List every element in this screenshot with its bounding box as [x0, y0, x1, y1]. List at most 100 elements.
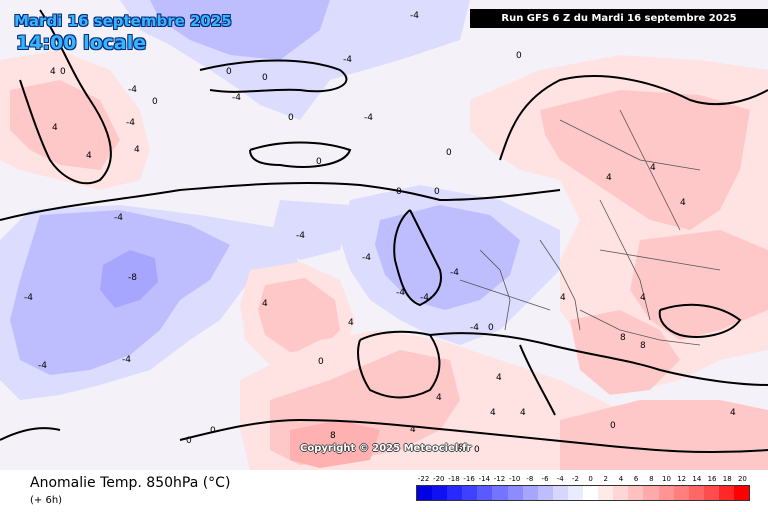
contour-label: 4: [496, 373, 502, 383]
color-scale-tick-label: 6: [633, 475, 639, 483]
color-scale-ticks: -22 -20 -18 -16 -14 -12 -10 -8 -6 -4 -2 0 2 4 6 8 10 12 14…: [416, 475, 750, 485]
color-scale-swatch: [673, 486, 689, 500]
color-scale-tick-label: 14: [692, 475, 702, 483]
contour-label: 4: [650, 163, 656, 173]
contour-label: 8: [330, 431, 336, 441]
country-borders: [459, 109, 721, 346]
coastline-med-north: [429, 332, 768, 386]
warm-anomaly-areas: [0, 50, 768, 470]
contour-label: 0: [488, 323, 494, 333]
color-scale-tick-label: -12: [493, 475, 506, 483]
cold-area-north-sea-core: [375, 205, 520, 310]
color-scale-swatch: [432, 486, 448, 500]
cold-area-greenland-north: [150, 0, 330, 60]
color-scale-tick-label: 0: [588, 475, 593, 483]
cold-area-central-atlantic: [270, 200, 350, 260]
warm-area-africa-core: [290, 420, 380, 468]
cold-anomaly-areas: [0, 0, 560, 400]
coastline-scandinavia: [499, 75, 768, 161]
contour-label: -4: [232, 93, 241, 103]
color-scale-tick-label: 2: [603, 475, 608, 483]
contour-label: 8: [640, 341, 646, 351]
color-scale-swatch: [417, 486, 433, 500]
contour-label: 4: [680, 198, 686, 208]
contour-label: 0: [152, 97, 158, 107]
contour-label: 4: [520, 408, 526, 418]
color-scale-tick-label: -2: [571, 475, 579, 483]
forecast-offset: (+ 6h): [30, 495, 63, 506]
coastline-greenland: [19, 9, 112, 185]
color-scale-tick-label: -8: [526, 475, 534, 483]
contour-label: 8: [458, 443, 464, 453]
color-scale-swatch: [643, 486, 659, 500]
contour-label: 4: [560, 293, 566, 303]
contour-label: 0: [474, 445, 480, 455]
color-scale-swatch: [688, 486, 704, 500]
color-scale-swatch: [658, 486, 674, 500]
color-scale-tick-label: 16: [707, 475, 717, 483]
color-scale-tick-label: -4: [556, 475, 564, 483]
contour-label: -4: [343, 55, 352, 65]
color-scale-tick-label: -6: [541, 475, 549, 483]
contour-label: 0: [434, 187, 440, 197]
contour-label: -4: [122, 355, 131, 365]
color-scale-swatch: [583, 486, 599, 500]
color-scale-swatches: [416, 485, 750, 501]
copyright-notice: Copyright © 2025 Meteociel.fr: [300, 443, 472, 454]
contour-label: -4: [24, 293, 33, 303]
coastline-iberia: [357, 330, 441, 399]
contour-label: 0: [396, 187, 402, 197]
contour-label: -4: [16, 15, 25, 25]
contour-label: 8: [620, 333, 626, 343]
contour-label: 0: [516, 51, 522, 61]
map-title: Anomalie Temp. 850hPa (°C): [30, 475, 231, 491]
contour-label: -4: [296, 231, 305, 241]
coastlines: [0, 9, 768, 454]
contour-label: -8: [128, 273, 137, 283]
contour-labels: -8 -4 -4 -4 -4 -4 -4 -4 -4 -4 -4 -4 -4 -4 -4 -4 -4 -4 0 0 0 0…: [16, 11, 736, 455]
color-scale-swatch: [507, 486, 523, 500]
coastline-uk: [393, 209, 442, 307]
contour-label: -4: [410, 11, 419, 21]
contour-label: -4: [364, 113, 373, 123]
color-scale-swatch: [628, 486, 644, 500]
color-scale-tick-label: -22: [417, 475, 430, 483]
color-scale-swatch: [537, 486, 553, 500]
forecast-date: Mardi 16 septembre 2025: [14, 12, 232, 30]
contour-label: -4: [470, 323, 479, 333]
contour-label: 0: [226, 67, 232, 77]
color-scale-tick-label: 10: [662, 475, 671, 483]
color-scale-swatch: [447, 486, 463, 500]
contour-label: -4: [114, 213, 123, 223]
color-scale-tick-label: -10: [508, 475, 521, 483]
color-scale-swatch: [477, 486, 493, 500]
color-scale-tick-label: -14: [478, 475, 491, 483]
coastline-black-sea: [658, 303, 742, 338]
contour-label: 0: [186, 436, 192, 446]
color-scale-swatch: [567, 486, 584, 500]
color-scale-tick-label: 20: [737, 475, 747, 483]
contour-label: -4: [126, 118, 135, 128]
color-scale-tick-label: -20: [433, 475, 445, 483]
forecast-local-time: 14:00 locale: [16, 32, 147, 54]
color-scale-swatch: [598, 486, 614, 500]
color-scale-tick-label: 4: [618, 475, 624, 483]
color-scale-tick-label: 18: [722, 475, 732, 483]
contour-label: 0: [446, 148, 452, 158]
cold-area-minus8: [100, 250, 158, 308]
contour-label: 4: [262, 299, 268, 309]
contour-label: -4: [362, 253, 371, 263]
coastline-iceland: [249, 141, 352, 168]
model-run-banner: Run GFS 6 Z du Mardi 16 septembre 2025: [470, 9, 768, 28]
contour-label: 4: [50, 67, 56, 77]
color-scale-tick-label: 12: [677, 475, 687, 483]
color-scale-swatch: [733, 486, 750, 500]
warm-area-azores-core: [258, 278, 340, 352]
contour-label: 4: [410, 425, 416, 435]
contour-label: 4: [606, 173, 612, 183]
contour-label: 4: [134, 145, 140, 155]
color-scale-swatch: [613, 486, 629, 500]
coastline-europe-north: [0, 181, 561, 221]
coastline-italy: [519, 344, 556, 416]
color-scale-legend: -22 -20 -18 -16 -14 -12 -10 -8 -6 -4 -2 0 2 4 6 8 10 12 14…: [416, 475, 750, 501]
